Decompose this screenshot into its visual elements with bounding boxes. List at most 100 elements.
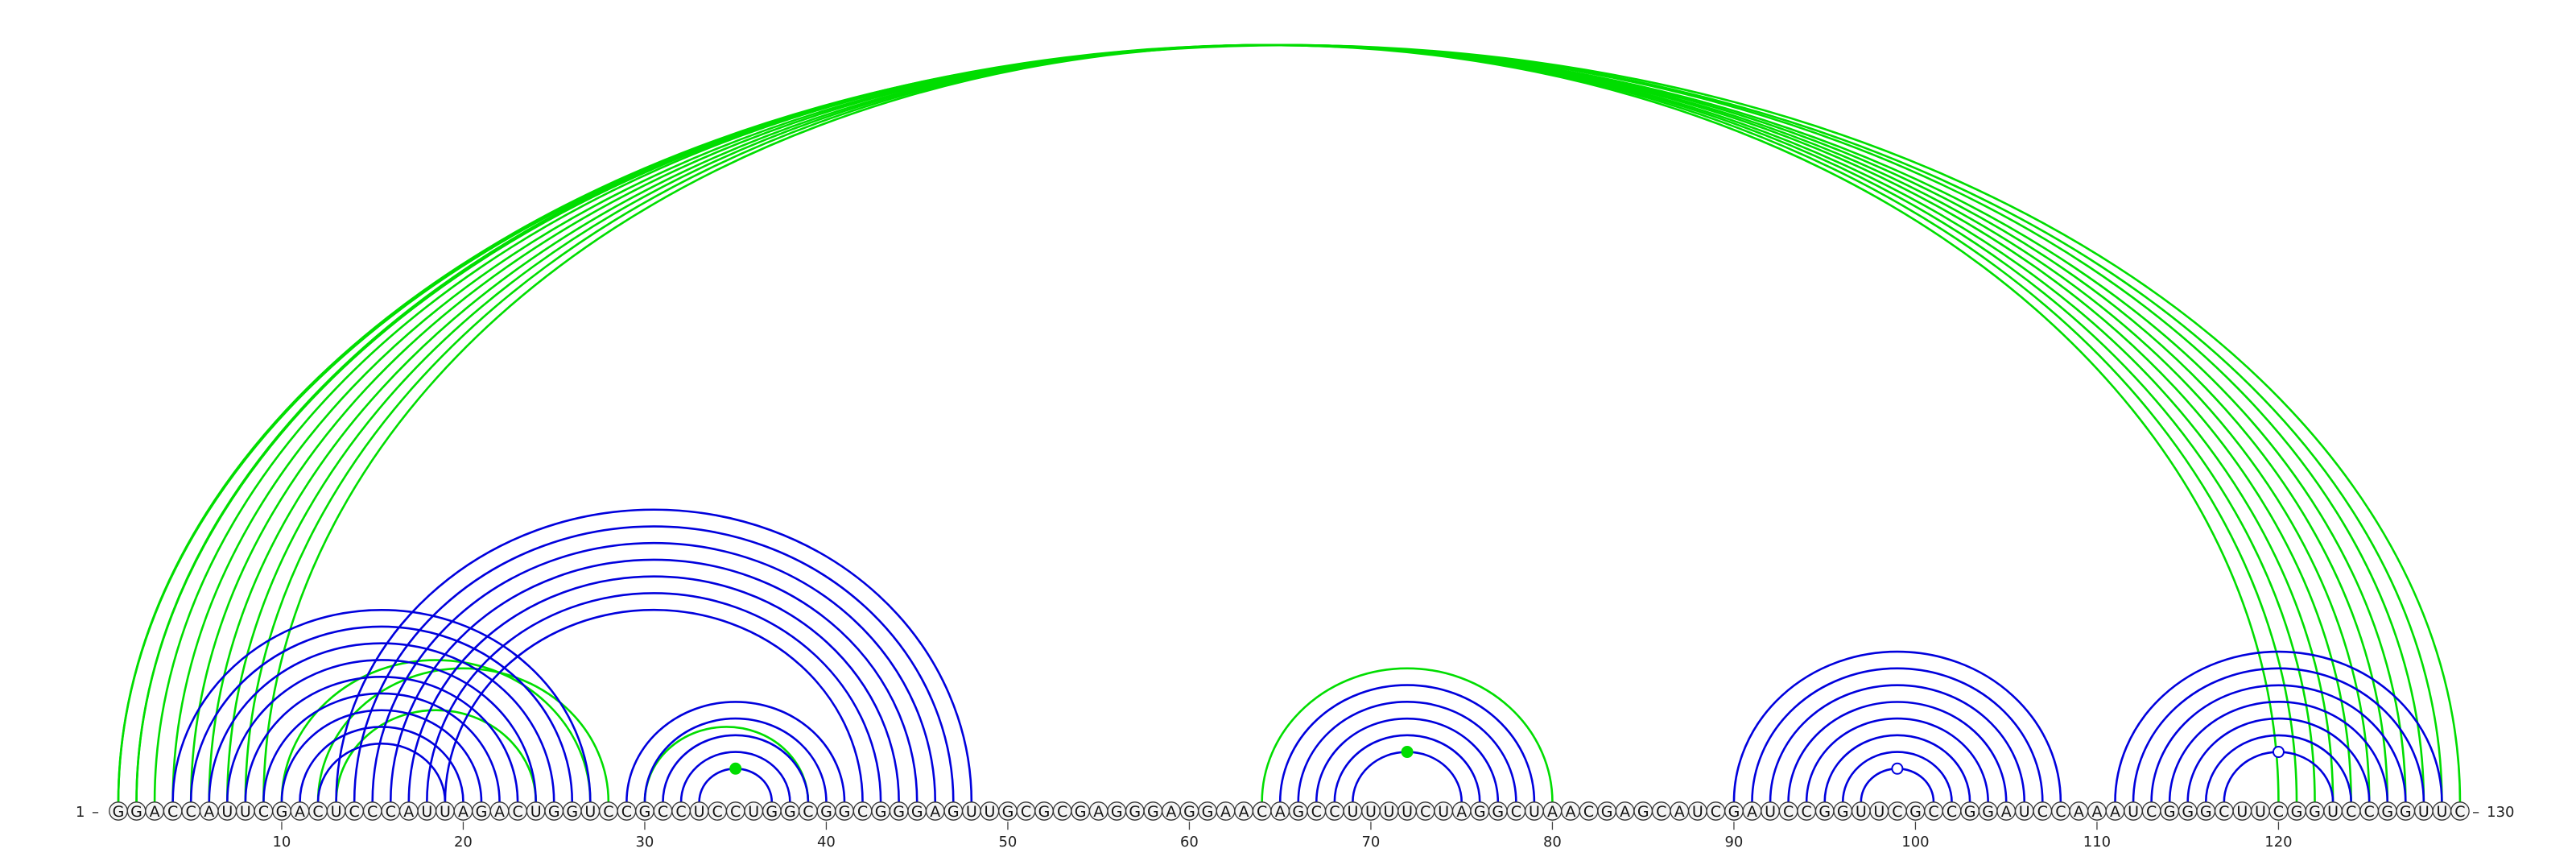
nucleotide: G bbox=[562, 801, 582, 821]
nucleotide-letter: G bbox=[2309, 803, 2321, 821]
nucleotide: G bbox=[1179, 801, 1199, 821]
nucleotide: G bbox=[1833, 801, 1853, 821]
base-pair-arc bbox=[407, 575, 900, 802]
nucleotide: A bbox=[199, 801, 219, 821]
nucleotide-letter: G bbox=[1038, 803, 1051, 821]
nucleotide-letter: G bbox=[1292, 803, 1304, 821]
nucleotide: U bbox=[2323, 801, 2343, 821]
nucleotide: G bbox=[762, 801, 782, 821]
nucleotide: G bbox=[1143, 801, 1163, 821]
nucleotide: U bbox=[2124, 801, 2143, 821]
nucleotide: G bbox=[544, 801, 564, 821]
nucleotide-letter: G bbox=[784, 803, 796, 821]
nucleotide: G bbox=[2396, 801, 2416, 821]
nucleotide: G bbox=[472, 801, 491, 821]
nucleotide-letter: G bbox=[1637, 803, 1649, 821]
nucleotide: C bbox=[1415, 801, 1435, 821]
axis-tick-label: 20 bbox=[454, 834, 473, 851]
nucleotide-letter: U bbox=[2436, 803, 2447, 821]
nucleotide-letter: C bbox=[1946, 803, 1957, 821]
base-pair-arc bbox=[2168, 701, 2389, 802]
nucleotide: G bbox=[835, 801, 854, 821]
base-pair-arc bbox=[1769, 684, 2026, 802]
nucleotide-letter: C bbox=[1057, 803, 1067, 821]
axis-tick-label: 50 bbox=[998, 834, 1017, 851]
nucleotide: U bbox=[1869, 801, 1889, 821]
base-pair-arc bbox=[137, 45, 2406, 802]
nucleotide-letter: C bbox=[857, 803, 868, 821]
nucleotide: A bbox=[453, 801, 473, 821]
nucleotide-letter: U bbox=[2327, 803, 2339, 821]
nucleotide-letter: A bbox=[930, 803, 940, 821]
nucleotide: A bbox=[1742, 801, 1762, 821]
nucleotide-letter: C bbox=[1783, 803, 1794, 821]
base-pair-arc bbox=[1297, 701, 1517, 802]
nucleotide: A bbox=[145, 801, 164, 821]
nucleotide-letter: G bbox=[875, 803, 887, 821]
nucleotide: U bbox=[1343, 801, 1363, 821]
base-pair-arc bbox=[153, 43, 2389, 802]
nucleotide: C bbox=[2359, 801, 2380, 821]
nucleotide: C bbox=[1506, 801, 1526, 821]
nucleotide-letter: A bbox=[1239, 803, 1249, 821]
nucleotide-letter: G bbox=[276, 803, 288, 821]
base-pair-arcs bbox=[117, 43, 2462, 802]
nucleotide: A bbox=[2069, 801, 2089, 821]
nucleotide: A bbox=[1542, 801, 1563, 821]
nucleotide: A bbox=[1162, 801, 1181, 821]
nucleotide: C bbox=[671, 801, 691, 821]
nucleotide-letter: C bbox=[1892, 803, 1902, 821]
nucleotide: C bbox=[163, 801, 183, 821]
nucleotide-letter: C bbox=[258, 803, 269, 821]
nucleotide-letter: C bbox=[1656, 803, 1666, 821]
nucleotide: G bbox=[780, 801, 800, 821]
nucleotide-letter: G bbox=[2400, 803, 2412, 821]
nucleotide: G bbox=[1724, 801, 1744, 821]
base-pair-arc bbox=[679, 751, 791, 802]
base-pair-arc bbox=[189, 625, 574, 802]
nucleotide: G bbox=[889, 801, 909, 821]
nucleotide-letter: A bbox=[1220, 803, 1231, 821]
nucleotide-letter: G bbox=[1818, 803, 1831, 821]
nucleotide: G bbox=[126, 801, 147, 821]
nucleotide-letter: C bbox=[712, 803, 723, 821]
nucleotide: C bbox=[799, 801, 818, 821]
nucleotide-letter: C bbox=[1583, 803, 1594, 821]
base-pair-arc bbox=[1278, 684, 1536, 802]
nucleotide-letter: A bbox=[1166, 803, 1176, 821]
sequence-start-label: 1 bbox=[76, 804, 85, 821]
nucleotide: G bbox=[2287, 801, 2306, 821]
nucleotide: U bbox=[436, 801, 455, 821]
nucleotide-letter: A bbox=[295, 803, 305, 821]
nucleotide-letter: A bbox=[2001, 803, 2012, 821]
nucleotide: C bbox=[1052, 801, 1072, 821]
arc-markers bbox=[729, 746, 2285, 775]
nucleotide: A bbox=[1451, 801, 1472, 821]
nucleotide: A bbox=[1615, 801, 1635, 821]
nucleotide-letter: G bbox=[1075, 803, 1087, 821]
nucleotide: C bbox=[345, 801, 364, 821]
arc-marker bbox=[1401, 746, 1414, 759]
nucleotide: G bbox=[1978, 801, 1998, 821]
nucleotide-letter: C bbox=[2146, 803, 2157, 821]
sequence-end-label: 130 bbox=[2487, 804, 2514, 821]
nucleotide-letter: C bbox=[2346, 803, 2356, 821]
nucleotide-letter: U bbox=[421, 803, 432, 821]
base-pair-arc bbox=[244, 675, 519, 802]
base-pair-arc bbox=[262, 692, 501, 802]
nucleotide-letter: U bbox=[240, 803, 251, 821]
axis-tick-label: 120 bbox=[2264, 834, 2292, 851]
nucleotide-letter: G bbox=[130, 803, 142, 821]
nucleotide: G bbox=[1107, 801, 1127, 821]
nucleotide: C bbox=[2033, 801, 2053, 821]
nucleotide: G bbox=[2196, 801, 2216, 821]
nucleotide-letter: A bbox=[1620, 803, 1630, 821]
base-pair-arc bbox=[244, 43, 2298, 802]
nucleotide-letter: C bbox=[675, 803, 686, 821]
nucleotide: U bbox=[326, 801, 346, 821]
nucleotide: C bbox=[1942, 801, 1962, 821]
nucleotide: A bbox=[1996, 801, 2017, 821]
base-pair-arc bbox=[444, 609, 864, 802]
nucleotide: A bbox=[398, 801, 419, 821]
nucleotide-letter: U bbox=[694, 803, 705, 821]
